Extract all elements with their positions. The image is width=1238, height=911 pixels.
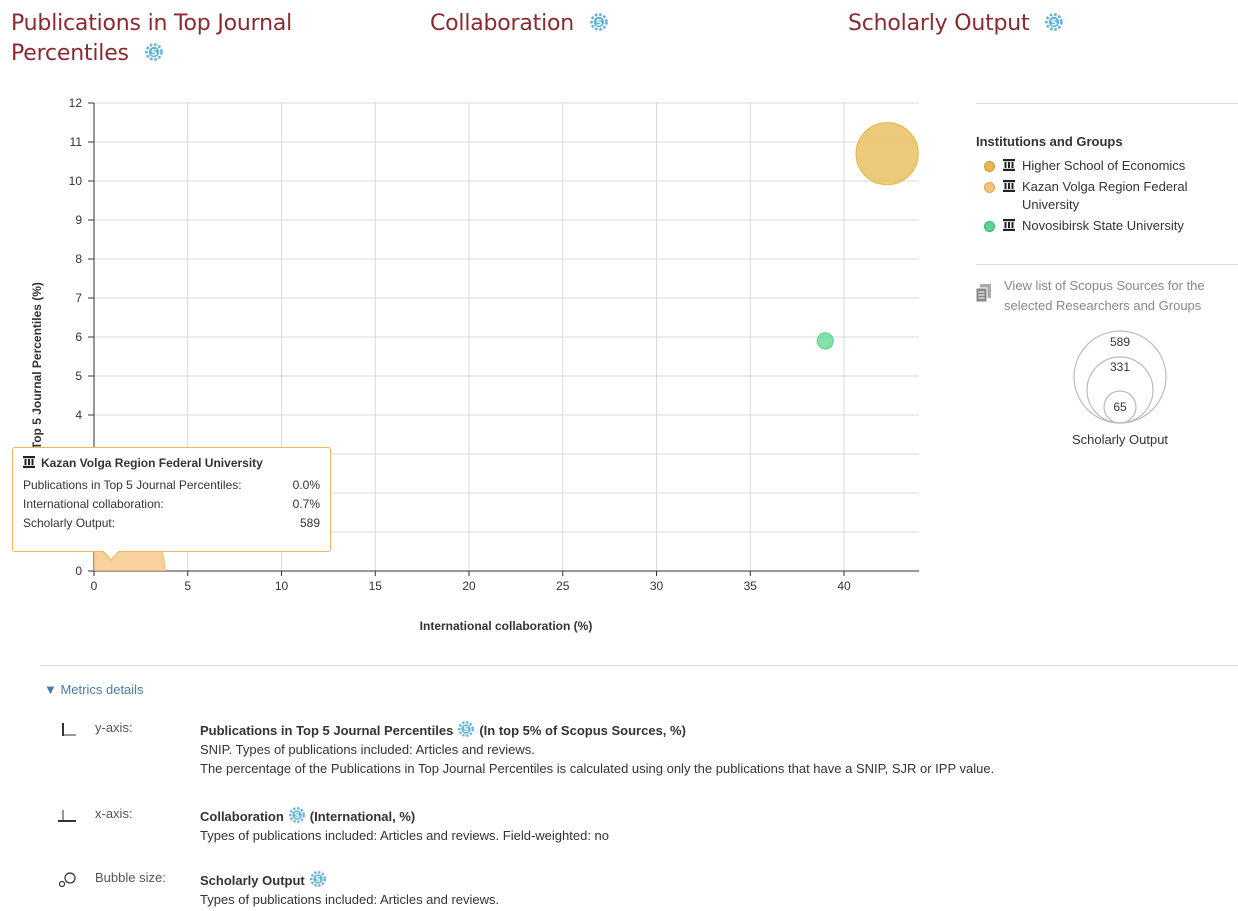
metric-title-text: Collaboration — [430, 11, 575, 36]
y-tick-label: 0 — [75, 564, 82, 578]
tooltip-pointer — [103, 551, 119, 561]
metric-detail-description: The percentage of the Publications in To… — [200, 761, 995, 776]
metric-detail-qualifier: (International, %) — [309, 809, 416, 824]
x-tick-label: 40 — [837, 579, 851, 593]
tooltip-title: Kazan Volga Region Federal University — [23, 456, 320, 470]
institution-icon — [1003, 219, 1015, 231]
x-tick-label: 0 — [91, 579, 98, 593]
x-tick-label: 25 — [556, 579, 570, 593]
bubble-key-value: 589 — [1110, 335, 1130, 349]
legend-item[interactable]: Higher School of Economics — [976, 157, 1238, 175]
metric-detail-content: Collaboration (International, %) Types of… — [200, 806, 1230, 845]
scival-settings-icon[interactable] — [1044, 12, 1064, 32]
bubble-novosibirsk-state-university[interactable] — [816, 332, 834, 350]
metric-detail-description: Types of publications included: Articles… — [200, 892, 500, 907]
legend-item-label: Kazan Volga Region Federal University — [1022, 179, 1188, 212]
tooltip-row-value: 0.0% — [292, 478, 320, 492]
bubble-size-key: 589 331 65 — [1073, 330, 1167, 424]
metric-detail-content: Publications in Top 5 Journal Percentile… — [200, 720, 1230, 778]
metric-title-line1: Publications in Top Journal — [11, 11, 293, 36]
bubble-higher-school-of-economics[interactable] — [855, 122, 919, 186]
x-tick-label: 20 — [462, 579, 476, 593]
bubble-size-icon — [58, 872, 76, 888]
x-tick-label: 35 — [744, 579, 758, 593]
y-tick-label: 5 — [75, 369, 82, 383]
x-axis-ticks: 0 5 10 15 20 25 30 35 40 — [91, 571, 851, 593]
metric-detail-qualifier: (In top 5% of Scopus Sources, %) — [479, 723, 686, 738]
metric-title-line2: Percentiles — [11, 41, 129, 66]
metric-detail-label: Bubble size: — [95, 870, 166, 885]
view-scopus-sources-text: View list of Scopus Sources for the sele… — [1004, 278, 1205, 313]
metric-title-scholarly-output: Scholarly Output — [848, 9, 1064, 39]
scival-settings-icon[interactable] — [288, 806, 306, 824]
tooltip-row: Scholarly Output: 589 — [23, 514, 320, 533]
institution-icon — [23, 456, 35, 468]
x-tick-label: 5 — [184, 579, 191, 593]
legend: Institutions and Groups Higher School of… — [976, 134, 1238, 238]
scival-settings-icon[interactable] — [309, 870, 327, 888]
legend-swatch — [984, 182, 995, 193]
tooltip-row: International collaboration: 0.7% — [23, 495, 320, 514]
bubble-key-label: Scholarly Output — [1071, 432, 1169, 447]
scival-settings-icon[interactable] — [457, 720, 475, 738]
x-tick-label: 15 — [369, 579, 383, 593]
y-tick-label: 6 — [75, 330, 82, 344]
tooltip-row-value: 0.7% — [292, 497, 320, 511]
metric-detail-label: y-axis: — [95, 720, 133, 735]
x-tick-label: 10 — [275, 579, 289, 593]
scival-settings-icon[interactable] — [589, 12, 609, 32]
document-list-icon — [976, 284, 991, 303]
legend-title: Institutions and Groups — [976, 134, 1123, 149]
tooltip-row-label: Publications in Top 5 Journal Percentile… — [23, 478, 242, 492]
y-tick-label: 8 — [75, 252, 82, 266]
legend-item[interactable]: Novosibirsk State University — [976, 217, 1238, 235]
metric-detail-description: SNIP. Types of publications included: Ar… — [200, 742, 535, 757]
x-tick-label: 30 — [650, 579, 664, 593]
y-axis-icon — [62, 723, 76, 736]
bubble-key-value: 65 — [1113, 400, 1127, 414]
y-tick-label: 4 — [75, 408, 82, 422]
metric-title-collaboration: Collaboration — [430, 9, 609, 39]
y-tick-label: 9 — [75, 213, 82, 227]
bubble-key-value: 331 — [1110, 360, 1130, 374]
metric-detail-description: Types of publications included: Articles… — [200, 828, 609, 843]
tooltip-row-value: 589 — [299, 516, 320, 530]
tooltip-row-label: International collaboration: — [23, 497, 164, 511]
section-divider — [40, 665, 1238, 666]
tooltip-title-text: Kazan Volga Region Federal University — [41, 456, 263, 470]
legend-divider — [976, 103, 1238, 104]
metric-detail-title: Collaboration — [200, 809, 284, 824]
y-tick-label: 11 — [70, 135, 83, 149]
tooltip-row: Publications in Top 5 Journal Percentile… — [23, 476, 320, 495]
legend-item[interactable]: Kazan Volga Region Federal University — [976, 178, 1238, 214]
legend-item-label: Novosibirsk State University — [1022, 218, 1184, 233]
metric-title-top-journal: Publications in Top Journal Percentiles — [11, 9, 292, 69]
y-tick-label: 10 — [69, 174, 83, 188]
legend-swatch — [984, 161, 995, 172]
institution-icon — [1003, 159, 1015, 171]
metric-detail-title: Publications in Top 5 Journal Percentile… — [200, 723, 454, 738]
legend-item-label: Higher School of Economics — [1022, 158, 1186, 173]
x-axis-label: International collaboration (%) — [420, 619, 593, 633]
scival-settings-icon[interactable] — [144, 42, 164, 62]
institution-icon — [1003, 180, 1015, 192]
metric-title-text: Scholarly Output — [848, 11, 1030, 36]
legend-divider — [976, 264, 1238, 265]
metric-detail-label: x-axis: — [95, 806, 133, 821]
metrics-details-toggle[interactable]: ▼ Metrics details — [44, 682, 144, 697]
x-axis-icon — [58, 810, 76, 822]
y-tick-label: 12 — [69, 96, 83, 110]
metric-detail-title: Scholarly Output — [200, 873, 305, 888]
y-tick-label: 7 — [75, 291, 82, 305]
view-scopus-sources-link[interactable]: View list of Scopus Sources for the sele… — [976, 276, 1238, 316]
tooltip-row-label: Scholarly Output: — [23, 516, 116, 530]
metric-detail-content: Scholarly Output Types of publications i… — [200, 870, 1230, 909]
bubble-tooltip: Kazan Volga Region Federal University Pu… — [12, 447, 331, 561]
legend-swatch — [984, 221, 995, 232]
